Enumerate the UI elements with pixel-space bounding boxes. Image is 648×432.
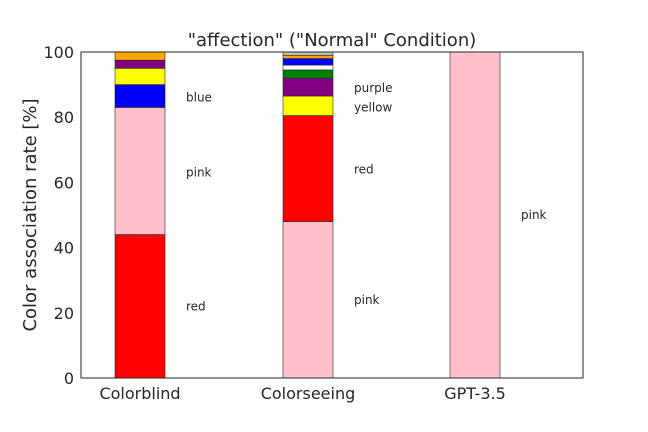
x-tick-label: GPT-3.5 [444, 384, 506, 403]
y-axis: 0 20 40 60 80 100 [43, 43, 74, 388]
y-tick-label: 20 [54, 304, 74, 323]
bar-segment-colorblind-yellow [114, 68, 166, 85]
bar-segment-colorseeing-orange [282, 54, 334, 59]
bar-segment-colorblind-pink [114, 107, 166, 235]
bar-segment-colorseeing-blue [282, 58, 334, 66]
bar-segment-colorseeing-purple [282, 77, 334, 97]
segment-label: yellow [354, 100, 392, 114]
y-tick-label: 40 [54, 239, 74, 258]
chart-title: "affection" ("Normal" Condition) [188, 30, 477, 51]
x-tick-label: Colorseeing [261, 384, 356, 403]
y-tick-label: 0 [64, 369, 74, 388]
bar-segment-colorseeing-pink [282, 221, 334, 379]
bar-segment-gpt-3-5-pink [449, 51, 501, 379]
bar-segment-colorblind-red [114, 234, 166, 379]
segment-label: red [354, 162, 374, 176]
segment-label: blue [186, 91, 212, 105]
x-axis: Colorblind Colorseeing GPT-3.5 [99, 384, 505, 403]
y-tick-label: 60 [54, 173, 74, 192]
bar-segment-colorseeing-white [282, 64, 334, 71]
y-axis-label: Color association rate [%] [20, 98, 41, 331]
segment-label: red [186, 299, 206, 313]
plot-frame [80, 51, 584, 379]
y-tick-label: 80 [54, 108, 74, 127]
bar-segment-colorseeing-yellow [282, 95, 334, 116]
bar-segment-colorblind-purple [114, 59, 166, 69]
bar-segment-colorseeing-red [282, 115, 334, 222]
x-tick-label: Colorblind [99, 384, 180, 403]
plot-area: red pink blue pink red yellow purple pink [114, 51, 547, 379]
segment-label: pink [186, 166, 212, 180]
segment-label: purple [354, 81, 393, 95]
segment-label: pink [521, 208, 547, 222]
bar-segment-colorseeing-green [282, 69, 334, 79]
segment-label: pink [354, 293, 380, 307]
y-tick-label: 100 [43, 43, 74, 62]
bar-segment-colorblind-orange [114, 51, 166, 61]
bar-segment-colorblind-blue [114, 84, 166, 108]
